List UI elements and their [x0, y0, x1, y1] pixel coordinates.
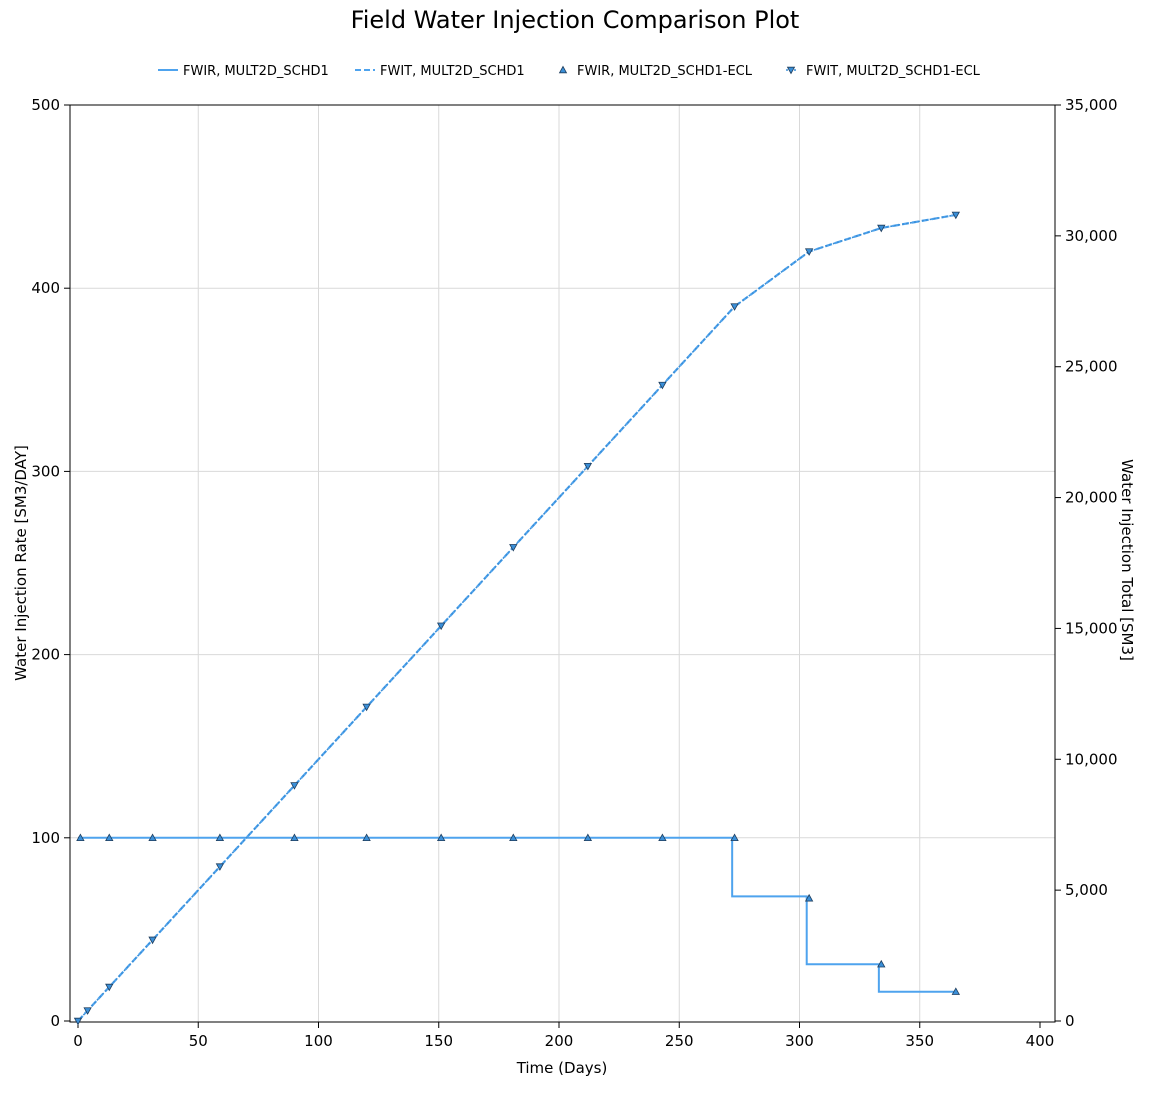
- data-point: [951, 211, 961, 220]
- x-tick-label: 250: [665, 1032, 694, 1050]
- data-point: [509, 833, 518, 841]
- y-left-tick-label: 100: [31, 829, 60, 847]
- legend-label: FWIR, MULT2D_SCHD1-ECL: [577, 64, 753, 79]
- data-point: [148, 936, 157, 945]
- y-left-tick-label: 300: [31, 462, 60, 480]
- ticks: 0 50 100 150 200 250 300 350 400 0 100 200 300 400 500…: [31, 96, 1117, 1050]
- x-tick-label: 50: [189, 1032, 208, 1050]
- legend-label: FWIR, MULT2D_SCHD1: [183, 64, 329, 79]
- y-right-tick-label: 0: [1065, 1012, 1075, 1030]
- data-point: [362, 703, 371, 712]
- data-point: [877, 224, 886, 233]
- y-right-tick-label: 10,000: [1065, 750, 1118, 768]
- x-tick-label: 0: [73, 1032, 83, 1050]
- legend-item: FWIT, MULT2D_SCHD1: [355, 64, 525, 79]
- data-point: [877, 959, 886, 968]
- data-point: [804, 248, 814, 256]
- data-point: [583, 833, 593, 841]
- y-left-tick-label: 0: [50, 1012, 60, 1030]
- series-line: [78, 836, 956, 993]
- legend-swatch: [786, 66, 796, 75]
- data-point: [509, 544, 518, 552]
- y-left-tick-label: 500: [31, 96, 60, 114]
- legend-label: FWIT, MULT2D_SCHD1: [380, 64, 525, 79]
- data-point: [362, 833, 371, 841]
- y-right-tick-label: 5,000: [1065, 881, 1108, 899]
- x-tick-label: 400: [1026, 1032, 1055, 1050]
- y-left-tick-label: 400: [31, 279, 60, 297]
- series-line: [77, 213, 957, 1022]
- plot-frame: [69, 104, 1056, 1023]
- data-point: [76, 833, 85, 841]
- y-right-axis-title: Water Injection Total [SM3]: [1118, 459, 1136, 661]
- data-point: [436, 622, 446, 631]
- series-3: [76, 833, 961, 995]
- data-point: [951, 987, 961, 995]
- series-2: [77, 213, 957, 1022]
- data-point: [105, 833, 114, 841]
- y-right-tick-label: 35,000: [1065, 96, 1118, 114]
- x-axis-title: Time (Days): [516, 1059, 608, 1077]
- data-point: [83, 1007, 92, 1015]
- data-point: [658, 381, 667, 390]
- x-tick-label: 350: [905, 1032, 934, 1050]
- series-layer: [73, 211, 961, 1026]
- series-1: [78, 836, 956, 993]
- data-point: [73, 1017, 83, 1026]
- series-line: [77, 214, 956, 1022]
- legend: FWIR, MULT2D_SCHD1 FWIT, MULT2D_SCHD1 FWIR…: [158, 64, 981, 79]
- y-right-tick-label: 30,000: [1065, 227, 1118, 245]
- data-point: [290, 833, 299, 841]
- data-point: [658, 833, 667, 841]
- x-tick-label: 100: [304, 1032, 333, 1050]
- data-point: [583, 462, 593, 471]
- data-point: [730, 833, 739, 841]
- legend-item: FWIT, MULT2D_SCHD1-ECL: [786, 64, 981, 79]
- y-right-tick-label: 20,000: [1065, 489, 1118, 507]
- y-right-tick-label: 25,000: [1065, 358, 1118, 376]
- data-point: [215, 863, 225, 871]
- legend-swatch: [558, 65, 568, 74]
- data-point: [804, 893, 814, 902]
- data-point: [215, 833, 225, 841]
- data-point: [105, 983, 114, 992]
- legend-item: FWIR, MULT2D_SCHD1-ECL: [558, 64, 753, 79]
- x-tick-label: 150: [424, 1032, 453, 1050]
- y-left-axis-title: Water Injection Rate [SM3/DAY]: [12, 445, 30, 681]
- x-tick-label: 300: [785, 1032, 814, 1050]
- data-point: [148, 833, 157, 841]
- grid: [70, 105, 1055, 1022]
- legend-label: FWIT, MULT2D_SCHD1-ECL: [806, 64, 981, 79]
- y-left-tick-label: 200: [31, 646, 60, 664]
- x-tick-label: 200: [545, 1032, 574, 1050]
- chart-title: Field Water Injection Comparison Plot: [351, 6, 800, 34]
- data-point: [436, 833, 446, 841]
- data-point: [290, 782, 299, 790]
- legend-item: FWIR, MULT2D_SCHD1: [158, 64, 329, 79]
- series-4: [73, 211, 961, 1026]
- data-point: [730, 303, 739, 311]
- y-right-tick-label: 15,000: [1065, 619, 1118, 637]
